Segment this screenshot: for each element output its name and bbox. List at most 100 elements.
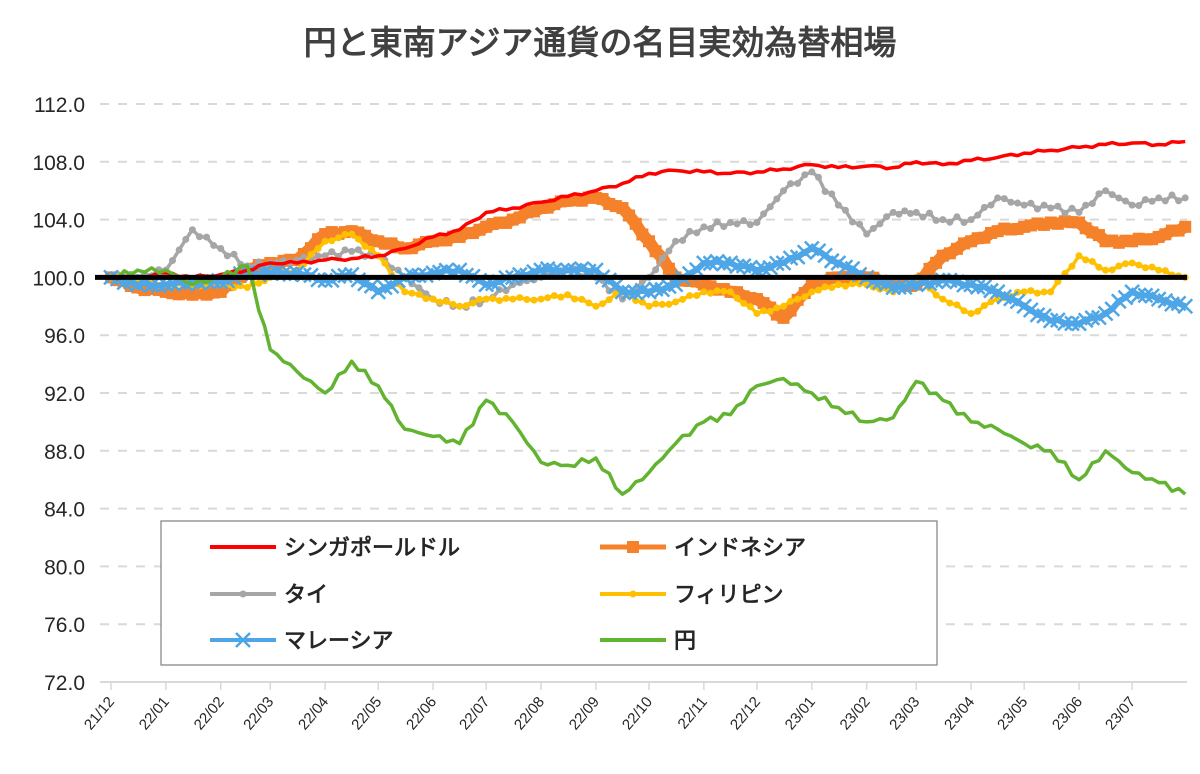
series-marker (557, 293, 565, 301)
series-group (103, 139, 1194, 496)
series-marker (442, 297, 450, 305)
series-marker (679, 295, 687, 303)
series-marker (733, 220, 741, 228)
series-marker (1014, 199, 1022, 207)
series-marker (1115, 194, 1123, 202)
legend-item: インドネシア (600, 536, 806, 561)
legend-label: インドネシア (674, 536, 806, 561)
series-marker (361, 242, 369, 250)
series-marker (787, 180, 795, 188)
x-tick-label: 23/01 (782, 694, 819, 734)
series-marker (354, 246, 362, 254)
legend-label: フィリピン (674, 583, 784, 608)
series-marker (946, 299, 954, 307)
series-marker (544, 294, 552, 302)
series-marker (415, 290, 423, 298)
series-marker (341, 230, 349, 238)
series-marker (605, 296, 613, 304)
series-marker (482, 295, 490, 303)
legend-marker (629, 590, 637, 598)
legend-item: シンガポールドル (210, 535, 460, 561)
x-axis: 21/12 22/01 22/02 22/03 22/04 22/05 22/06 22/07… (81, 681, 1187, 734)
series-marker (766, 203, 774, 211)
series-marker (516, 294, 524, 302)
series-marker (775, 255, 792, 271)
series-marker (645, 302, 653, 310)
x-tick-label: 22/01 (136, 694, 173, 734)
series-marker (523, 296, 531, 304)
series-marker (1095, 190, 1103, 198)
series-marker (1088, 257, 1096, 265)
y-tick-label: 76.0 (44, 614, 85, 637)
series-marker (801, 171, 809, 179)
series-marker (321, 237, 329, 245)
series-marker (368, 245, 376, 253)
series-marker (1130, 287, 1147, 303)
series-marker (706, 289, 714, 297)
series-marker (1141, 196, 1149, 204)
series-marker (354, 235, 362, 243)
series-marker (980, 203, 988, 211)
series-marker (974, 211, 982, 219)
series-marker (740, 299, 748, 307)
series-marker (672, 298, 680, 306)
x-tick-label: 23/04 (941, 694, 978, 734)
series-marker (1064, 315, 1080, 332)
y-tick-label: 72.0 (44, 672, 85, 695)
series-marker (953, 213, 961, 221)
series-marker (638, 298, 646, 306)
series-marker (901, 207, 909, 215)
series-marker (768, 255, 785, 272)
series-marker (1084, 309, 1101, 326)
legend-label: タイ (284, 583, 328, 608)
series-marker (753, 218, 761, 226)
y-tick-label: 88.0 (44, 441, 85, 464)
series-marker (381, 259, 389, 267)
series-marker (143, 277, 160, 294)
series-marker (422, 290, 430, 298)
series-marker (1155, 194, 1163, 202)
series-marker (509, 295, 517, 303)
series-marker (967, 216, 975, 224)
series-marker (1027, 287, 1035, 295)
series-marker (1148, 197, 1156, 205)
series-marker (1164, 296, 1180, 312)
series-marker (780, 302, 787, 310)
series-marker (1102, 266, 1110, 274)
series-marker (943, 247, 956, 260)
legend-box (160, 520, 938, 666)
series-marker (987, 298, 995, 306)
series-marker (223, 252, 231, 260)
y-tick-label: 108.0 (32, 152, 85, 175)
series-marker (436, 298, 444, 306)
series-marker (828, 283, 836, 291)
series-marker (182, 235, 190, 243)
series-marker (1108, 191, 1116, 199)
series-marker (1075, 252, 1083, 260)
series-marker (773, 304, 781, 312)
series-marker (960, 307, 968, 315)
series-marker (456, 302, 464, 310)
series-marker (1177, 298, 1194, 315)
legend-label: 円 (674, 629, 696, 654)
x-tick-label: 23/06 (1049, 694, 1086, 734)
x-tick-label: 22/08 (511, 694, 548, 734)
series-marker (967, 310, 975, 318)
series-marker (341, 246, 349, 254)
series-5 (110, 264, 1187, 496)
series-line (110, 139, 1186, 281)
series-marker (559, 262, 576, 279)
series-marker (849, 218, 857, 226)
series-marker (969, 279, 986, 296)
x-tick-label: 22/03 (240, 694, 277, 734)
series-marker (686, 227, 694, 235)
series-marker (1027, 199, 1035, 207)
y-tick-label: 92.0 (44, 383, 85, 406)
series-marker (740, 217, 748, 225)
series-marker (307, 250, 315, 258)
x-tick-label: 21/12 (81, 694, 118, 734)
series-marker (726, 218, 734, 226)
series-marker (658, 300, 666, 308)
chart-title: 円と東南アジア通貨の名目実効為替相場 (304, 23, 897, 62)
